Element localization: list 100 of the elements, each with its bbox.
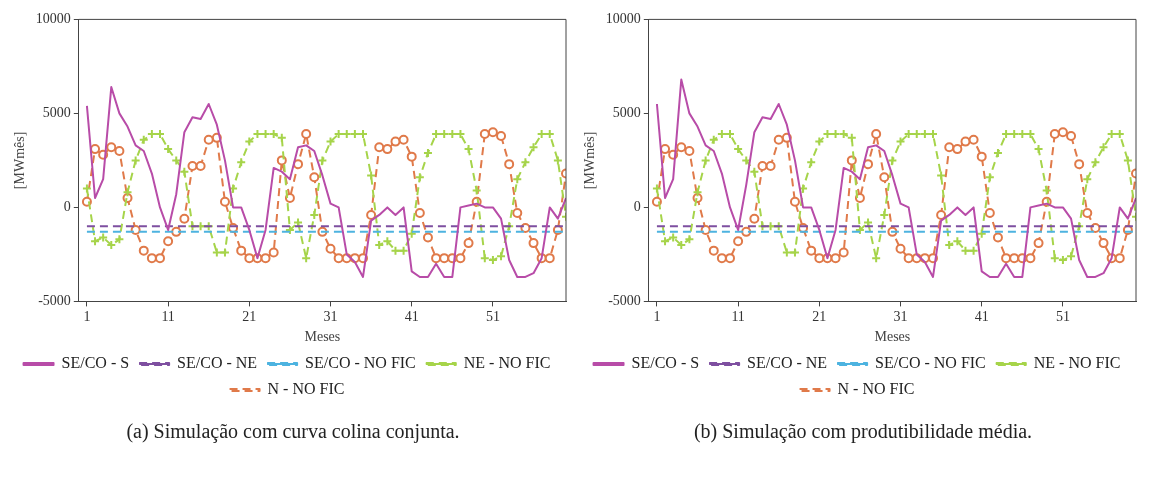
point (1114, 253, 1125, 264)
point (138, 245, 149, 256)
point (244, 253, 255, 264)
point (325, 243, 336, 254)
point (439, 253, 450, 264)
point (863, 159, 874, 170)
point (293, 159, 304, 170)
point (903, 253, 914, 264)
point (749, 213, 760, 224)
point (219, 196, 230, 207)
point (733, 236, 744, 247)
point (1082, 208, 1093, 219)
x-tick-label: 41 (974, 309, 989, 325)
point (130, 224, 141, 235)
point (374, 142, 385, 153)
point (773, 134, 784, 145)
point (398, 134, 409, 145)
point (676, 142, 687, 153)
point (1057, 127, 1068, 138)
point (114, 146, 125, 156)
point (757, 161, 768, 172)
point (479, 129, 490, 140)
point (1009, 253, 1020, 264)
point (260, 253, 271, 264)
point (1025, 253, 1036, 264)
x-tick-label: 41 (404, 309, 419, 325)
text: (b) Simulação com produtibilidade média. (692, 420, 1034, 443)
y-axis-title: [MWmês] (12, 131, 28, 190)
point (268, 247, 279, 258)
legend-label: SE/CO - S (61, 354, 130, 372)
point (187, 161, 198, 172)
y-tick-label: 5000 (612, 105, 641, 121)
point (406, 151, 417, 162)
legend-label: SE/CO - NE (747, 354, 828, 372)
point (984, 208, 995, 219)
point (333, 253, 344, 264)
y-tick-label: 0 (633, 199, 641, 215)
point (936, 209, 947, 220)
y-axis-title: [MWmês] (582, 131, 598, 190)
point (1066, 130, 1077, 141)
point (504, 159, 515, 170)
x-tick-label: 51 (485, 309, 500, 325)
point (814, 253, 825, 264)
point (1033, 238, 1044, 249)
point (366, 209, 377, 220)
point (976, 151, 987, 162)
point (1049, 129, 1060, 140)
y-tick-label: 5000 (42, 105, 71, 121)
x-tick-label: 31 (323, 309, 338, 325)
point (765, 161, 776, 172)
point (236, 245, 247, 256)
point (414, 208, 425, 219)
point (422, 232, 433, 243)
point (301, 129, 312, 140)
point (716, 253, 727, 264)
point (960, 136, 971, 147)
x-tick-label: 11 (731, 309, 745, 325)
point (992, 232, 1003, 243)
point (496, 130, 507, 141)
x-tick-label: 31 (893, 309, 908, 325)
legend-label: NE - NO FIC (1033, 354, 1121, 372)
point (895, 243, 906, 254)
point (455, 253, 466, 264)
point (725, 253, 735, 264)
legend-label: N - NO FIC (837, 380, 915, 398)
point (463, 238, 474, 249)
point (879, 172, 890, 183)
point (203, 134, 214, 145)
point (968, 134, 979, 145)
point (90, 144, 101, 155)
x-axis-title: Meses (874, 329, 911, 345)
x-tick-label: 51 (1055, 309, 1070, 325)
point (309, 172, 320, 183)
x-tick-label: 11 (161, 309, 175, 325)
point (708, 245, 719, 256)
point (952, 144, 963, 155)
point (382, 144, 393, 155)
y-tick-label: 0 (63, 199, 71, 215)
legend-label: N - NO FIC (267, 380, 345, 398)
legend-label: SE/CO - NO FIC (875, 354, 986, 372)
point (1098, 238, 1109, 249)
point (684, 146, 695, 156)
x-tick-label: 1 (83, 309, 91, 325)
legend-label: SE/CO - S (631, 354, 700, 372)
point (390, 136, 401, 147)
point (838, 247, 849, 258)
point (512, 208, 523, 219)
point (146, 253, 157, 264)
point (871, 129, 882, 140)
point (700, 224, 711, 235)
point (789, 196, 800, 207)
x-tick-label: 21 (812, 309, 827, 325)
legend-label: SE/CO - NO FIC (305, 354, 416, 372)
point (830, 253, 841, 264)
y-tick-label: 10000 (605, 11, 641, 27)
x-axis-title: Meses (304, 329, 341, 345)
point (487, 127, 498, 138)
point (155, 253, 165, 264)
text: (a) Simulação com curva colina conjunta. (125, 420, 461, 443)
point (195, 161, 206, 172)
